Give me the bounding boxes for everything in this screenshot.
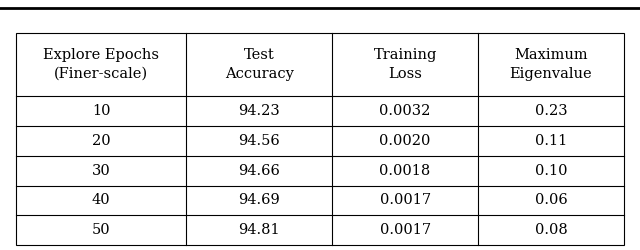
Text: Test
Accuracy: Test Accuracy (225, 48, 294, 80)
Text: 94.69: 94.69 (238, 194, 280, 207)
Text: 0.0020: 0.0020 (380, 134, 431, 148)
Text: 20: 20 (92, 134, 111, 148)
Text: Explore Epochs
(Finer-scale): Explore Epochs (Finer-scale) (43, 48, 159, 80)
Text: 0.23: 0.23 (535, 104, 567, 118)
Text: 40: 40 (92, 194, 111, 207)
Text: 30: 30 (92, 164, 111, 177)
Text: 94.66: 94.66 (238, 164, 280, 177)
Text: Maximum
Eigenvalue: Maximum Eigenvalue (509, 48, 593, 80)
Text: Training
Loss: Training Loss (373, 48, 437, 80)
Text: 0.0017: 0.0017 (380, 194, 431, 207)
Text: 94.81: 94.81 (238, 223, 280, 237)
Text: 0.0017: 0.0017 (380, 223, 431, 237)
Text: 94.56: 94.56 (238, 134, 280, 148)
Text: 50: 50 (92, 223, 111, 237)
Text: 0.0018: 0.0018 (380, 164, 431, 177)
Text: 0.08: 0.08 (534, 223, 568, 237)
Text: 10: 10 (92, 104, 110, 118)
Text: 0.11: 0.11 (535, 134, 567, 148)
Text: 0.0032: 0.0032 (380, 104, 431, 118)
Text: 0.10: 0.10 (535, 164, 567, 177)
Text: 0.06: 0.06 (534, 194, 568, 207)
Text: 94.23: 94.23 (238, 104, 280, 118)
